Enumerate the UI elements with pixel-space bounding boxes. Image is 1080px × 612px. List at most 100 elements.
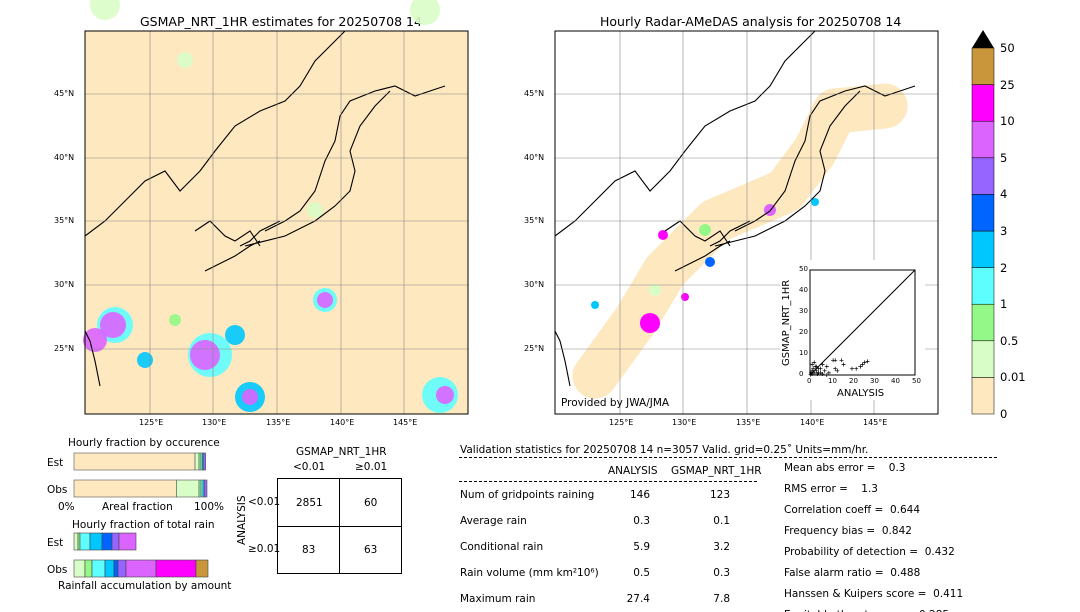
provider-note: Provided by JWA/JMA bbox=[561, 397, 670, 409]
rain-cell bbox=[177, 52, 193, 68]
scatter-point bbox=[810, 371, 815, 376]
scatter-point bbox=[835, 368, 840, 373]
scatter-point bbox=[814, 364, 819, 369]
occ-est-segment bbox=[194, 452, 200, 471]
lat-tick-label: 45°N bbox=[54, 89, 75, 98]
cell-hit-none: 2851 bbox=[296, 497, 323, 509]
lat-tick-label: 40°N bbox=[54, 153, 75, 162]
scatter-point bbox=[820, 362, 825, 367]
colorbar-segment bbox=[971, 120, 995, 159]
scatter-point bbox=[824, 364, 829, 369]
col-header-ge: ≥0.01 bbox=[355, 461, 388, 473]
stat-label: Maximum rain bbox=[460, 593, 536, 605]
scatter-point bbox=[824, 373, 829, 377]
rain-cell bbox=[658, 230, 668, 240]
rain-cell bbox=[410, 0, 440, 25]
coastline bbox=[554, 30, 916, 387]
lon-tick-label: 140°E bbox=[800, 418, 825, 427]
scatter-point bbox=[812, 360, 817, 365]
score-line: Correlation coeff = 0.644 bbox=[784, 504, 920, 516]
rain-obs-segment bbox=[73, 559, 86, 578]
analysis-coverage bbox=[572, 83, 908, 399]
occ-obs-segment bbox=[176, 479, 200, 498]
scatter-y-tick: 40 bbox=[799, 286, 808, 294]
row-header-ge: ≥0.01 bbox=[248, 543, 281, 555]
rain-obs-segment bbox=[155, 559, 197, 578]
scatter-point bbox=[818, 366, 823, 371]
rain-est-segment bbox=[101, 532, 113, 551]
rain-est-segment bbox=[77, 532, 81, 551]
stat-label: Rain volume (mm km²10⁶) bbox=[460, 567, 599, 579]
stat-analysis: 146 bbox=[629, 489, 650, 501]
colorbar-segment bbox=[971, 194, 995, 232]
cell-false-alarm: 60 bbox=[364, 497, 378, 509]
occ-obs-segment bbox=[73, 479, 177, 498]
scatter-point bbox=[826, 370, 831, 375]
scatter-point bbox=[811, 366, 816, 371]
scatter-point bbox=[860, 362, 865, 367]
rain-cell bbox=[83, 328, 107, 352]
colorbar-label: 25 bbox=[1000, 77, 1015, 92]
score-line: Equitable threat score = 0.285 bbox=[784, 609, 949, 612]
contingency-table: 2851 60 83 63 bbox=[277, 478, 402, 574]
validation-header: Validation statistics for 20250708 14 n=… bbox=[460, 444, 869, 456]
scatter-point bbox=[810, 362, 815, 367]
stat-gsmap: 0.3 bbox=[713, 567, 730, 579]
colorbar-label: 10 bbox=[1000, 114, 1015, 129]
occ-est-segment bbox=[203, 452, 206, 471]
rain-cell bbox=[705, 257, 715, 267]
left-map-title: GSMAP_NRT_1HR estimates for 20250708 14 bbox=[140, 14, 422, 29]
score-line: Mean abs error = 0.3 bbox=[784, 462, 906, 474]
scatter-y-tick: 20 bbox=[799, 328, 808, 336]
map-frame-1 bbox=[554, 30, 939, 415]
score-line: RMS error = 1.3 bbox=[784, 483, 878, 495]
stat-analysis: 27.4 bbox=[626, 593, 650, 605]
colorbar-label: 0.5 bbox=[1000, 333, 1019, 348]
stat-label: Conditional rain bbox=[460, 541, 544, 553]
colorbar-label: 3 bbox=[1000, 224, 1008, 238]
colorbar-label: 2 bbox=[1000, 260, 1008, 275]
lon-tick-label: 125°E bbox=[609, 418, 634, 427]
rain-cell bbox=[681, 293, 689, 301]
occ-xlabel: Areal fraction bbox=[102, 501, 173, 513]
rain-est-segment bbox=[73, 532, 79, 551]
scatter-point bbox=[833, 358, 838, 363]
rain-cell bbox=[169, 314, 181, 326]
rain-est-segment bbox=[118, 532, 137, 551]
rain-cell bbox=[640, 313, 660, 333]
right-map-title: Hourly Radar-AMeDAS analysis for 2025070… bbox=[600, 14, 902, 29]
scatter-xlabel: ANALYSIS bbox=[837, 388, 885, 399]
scatter-point bbox=[812, 370, 817, 375]
scatter-x-tick: 20 bbox=[849, 377, 858, 385]
rain-cell bbox=[190, 340, 220, 370]
occ-tick-100: 100% bbox=[194, 501, 225, 513]
stat-gsmap: 123 bbox=[709, 489, 730, 501]
rain-cell bbox=[307, 202, 323, 218]
lon-tick-label: 135°E bbox=[736, 418, 761, 427]
lon-tick-label: 130°E bbox=[202, 418, 227, 427]
occ-est-label: Est bbox=[47, 457, 64, 469]
stat-analysis: 5.9 bbox=[633, 541, 650, 553]
lat-tick-label: 40°N bbox=[524, 153, 545, 162]
rain-est-segment bbox=[111, 532, 120, 551]
rainfrac-title: Hourly fraction of total rain bbox=[72, 519, 215, 531]
lon-tick-label: 145°E bbox=[863, 418, 888, 427]
stat-gsmap: 0.1 bbox=[713, 515, 730, 527]
lon-tick-label: 145°E bbox=[393, 418, 418, 427]
colorbar-label: 0.01 bbox=[1000, 370, 1026, 385]
colorbar-segment bbox=[971, 47, 995, 85]
colorbar-segment bbox=[971, 267, 995, 305]
rain-cell bbox=[699, 224, 711, 236]
colorbar-segment bbox=[971, 84, 995, 122]
scatter-point bbox=[854, 366, 859, 371]
rain-cell bbox=[137, 352, 153, 368]
colorbar-segment bbox=[971, 230, 995, 268]
stat-label: Average rain bbox=[460, 515, 527, 527]
one-to-one-line bbox=[809, 269, 916, 376]
scatter-point bbox=[839, 358, 844, 363]
scatter-point bbox=[820, 371, 825, 376]
col-gsmap: GSMAP_NRT_1HR bbox=[671, 465, 762, 477]
rain-obs-segment bbox=[117, 559, 127, 578]
scatter-y-tick: 30 bbox=[799, 307, 808, 315]
